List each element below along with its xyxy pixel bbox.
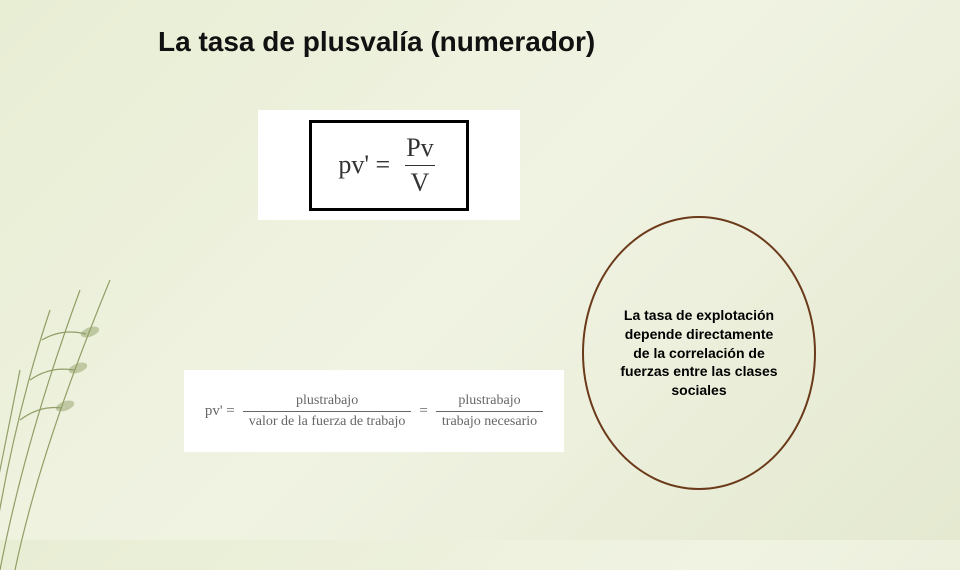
frac2-denominator: trabajo necesario bbox=[436, 411, 543, 430]
annotation-oval-text: La tasa de explotación depende directame… bbox=[618, 306, 780, 400]
formula-main-numerator: Pv bbox=[400, 133, 439, 165]
frac1-numerator: plustrabajo bbox=[290, 393, 364, 411]
formula-main-box: pv' = Pv V bbox=[309, 120, 468, 211]
slide-title: La tasa de plusvalía (numerador) bbox=[158, 26, 595, 58]
leaf-decoration bbox=[0, 170, 170, 570]
formula-main-fraction: Pv V bbox=[400, 133, 439, 198]
formula-main-container: pv' = Pv V bbox=[258, 110, 520, 220]
formula-secondary-container: pv' = plustrabajo valor de la fuerza de … bbox=[184, 370, 564, 452]
frac1-denominator: valor de la fuerza de trabajo bbox=[243, 411, 412, 430]
formula-main-denominator: V bbox=[405, 165, 436, 198]
formula-secondary-fraction-2: plustrabajo trabajo necesario bbox=[436, 393, 543, 430]
formula-secondary-equals: = bbox=[419, 403, 427, 420]
formula-main-lhs: pv' = bbox=[338, 150, 390, 180]
annotation-oval: La tasa de explotación depende directame… bbox=[582, 216, 816, 490]
formula-secondary-fraction-1: plustrabajo valor de la fuerza de trabaj… bbox=[243, 393, 412, 430]
frac2-numerator: plustrabajo bbox=[452, 393, 526, 411]
formula-secondary-lhs: pv' = bbox=[205, 403, 235, 420]
